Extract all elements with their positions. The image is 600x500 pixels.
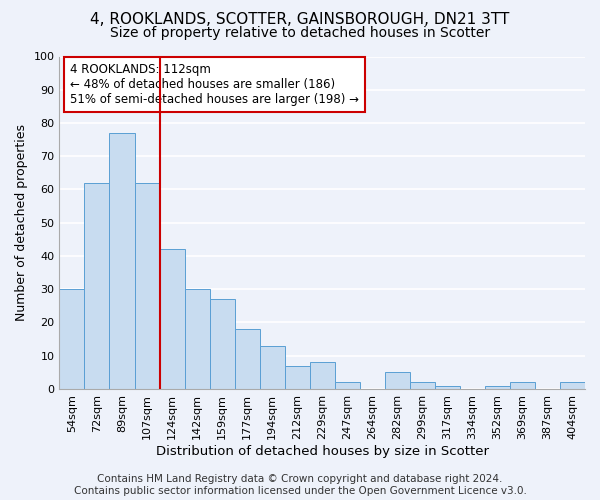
Bar (510, 382, 535, 389)
X-axis label: Distribution of detached houses by size in Scotter: Distribution of detached houses by size … (156, 444, 489, 458)
Bar (260, 346, 284, 389)
Bar (335, 382, 360, 389)
Bar (134, 183, 160, 389)
Y-axis label: Number of detached properties: Number of detached properties (15, 124, 28, 321)
Bar (560, 382, 585, 389)
Bar (109, 133, 134, 389)
Bar (410, 382, 435, 389)
Bar (310, 362, 335, 389)
Bar (160, 250, 185, 389)
Text: Contains HM Land Registry data © Crown copyright and database right 2024.
Contai: Contains HM Land Registry data © Crown c… (74, 474, 526, 496)
Bar (185, 289, 209, 389)
Bar (85, 183, 109, 389)
Bar (209, 299, 235, 389)
Bar (59, 289, 85, 389)
Text: 4 ROOKLANDS: 112sqm
← 48% of detached houses are smaller (186)
51% of semi-detac: 4 ROOKLANDS: 112sqm ← 48% of detached ho… (70, 63, 359, 106)
Bar (284, 366, 310, 389)
Bar (235, 329, 260, 389)
Bar (385, 372, 410, 389)
Text: 4, ROOKLANDS, SCOTTER, GAINSBOROUGH, DN21 3TT: 4, ROOKLANDS, SCOTTER, GAINSBOROUGH, DN2… (91, 12, 509, 28)
Bar (485, 386, 510, 389)
Bar (435, 386, 460, 389)
Text: Size of property relative to detached houses in Scotter: Size of property relative to detached ho… (110, 26, 490, 40)
